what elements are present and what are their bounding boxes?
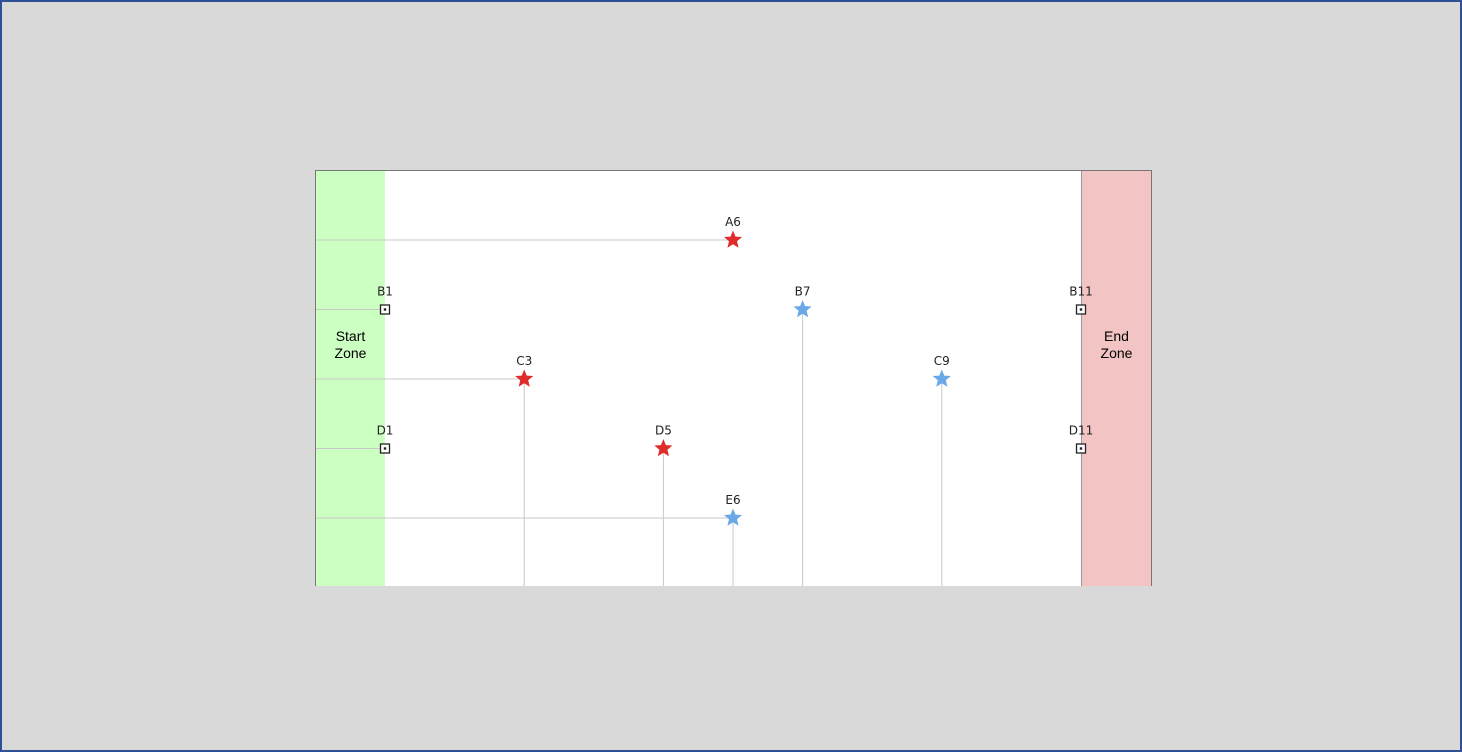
end-zone-label: End Zone <box>1100 328 1133 361</box>
cell-label-c3: C3 <box>516 354 532 368</box>
end-zone: End Zone <box>1081 171 1151 586</box>
square-marker-dot-d11 <box>1079 447 1083 450</box>
game-board: Start Zone End Zone A6 B1 B7 B11 C3 C9 D1 D5 D11… <box>315 170 1152 586</box>
red-star-icon-a6 <box>723 230 743 248</box>
cell-label-d11: D11 <box>1069 424 1094 438</box>
cell-label-d5: D5 <box>655 424 672 438</box>
cell-label-b7: B7 <box>795 285 811 299</box>
cell-label-a6: A6 <box>725 215 741 229</box>
cell-label-b11: B11 <box>1069 285 1093 299</box>
start-zone-label: Start Zone <box>334 328 367 361</box>
red-star-icon-d5 <box>654 439 673 457</box>
square-marker-dot-d1 <box>383 447 387 450</box>
blue-star-icon-e6 <box>723 508 743 526</box>
cell-label-d1: D1 <box>377 424 394 438</box>
square-marker-dot-b11 <box>1079 308 1083 311</box>
cell-label-e6: E6 <box>725 493 740 507</box>
cell-label-b1: B1 <box>377 285 393 299</box>
red-star-icon-c3 <box>515 369 534 387</box>
board-markers: A6 B1 B7 B11 C3 C9 D1 D5 D11 E6 <box>316 215 1094 586</box>
square-marker-dot-b1 <box>383 308 387 311</box>
cell-label-c9: C9 <box>934 354 950 368</box>
blue-star-icon-c9 <box>932 369 951 387</box>
blue-star-icon-b7 <box>793 300 812 318</box>
